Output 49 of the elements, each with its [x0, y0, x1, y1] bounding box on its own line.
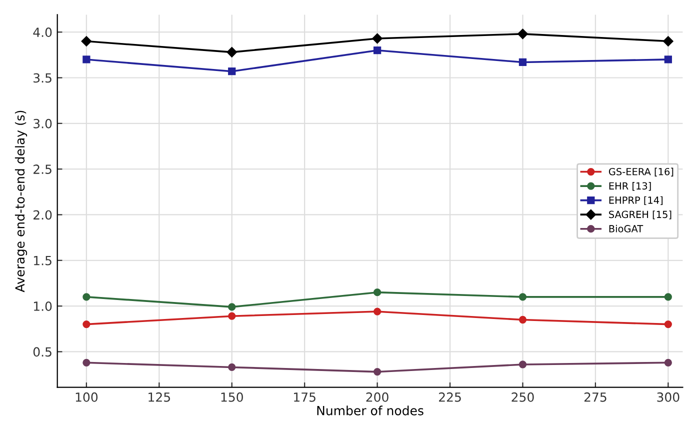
point: [518, 316, 527, 324]
point: [82, 358, 90, 366]
point: [518, 28, 528, 40]
point: [663, 36, 674, 46]
y-tick-label: 4.0: [33, 28, 52, 38]
point: [82, 56, 90, 64]
y-tick-label: 3.5: [34, 73, 52, 83]
legend-label: GS-EERA [16]: [608, 168, 674, 176]
legend-label: EHPRP [14]: [609, 196, 663, 205]
point: [664, 358, 672, 366]
point: [82, 293, 90, 301]
x-tick-label: 300: [657, 392, 680, 402]
point: [226, 47, 237, 58]
y-tick-label: 2.5: [34, 164, 52, 174]
point: [373, 308, 382, 316]
point: [664, 293, 672, 301]
y-tick-label: 3.0: [34, 118, 52, 128]
point: [228, 68, 236, 76]
x-tick-label: 225: [439, 392, 461, 402]
point: [373, 368, 382, 376]
x-tick-label: 175: [294, 392, 316, 402]
x-tick-label: 275: [584, 392, 606, 402]
point: [228, 363, 236, 372]
legend-label: BioGAT: [609, 224, 644, 232]
y-tick-label: 0.5: [33, 347, 52, 357]
y-axis-title: Average end-to-end delay (s): [14, 110, 28, 292]
y-tick-label: 1.0: [34, 302, 52, 311]
legend-label: SAGREH [15]: [609, 210, 672, 220]
point: [372, 33, 382, 44]
point: [373, 288, 382, 296]
y-tick-label: 1.5: [34, 256, 52, 266]
point: [228, 303, 236, 311]
point: [81, 36, 92, 46]
x-axis-title: Number of nodes: [317, 406, 424, 416]
point: [82, 320, 90, 328]
point: [518, 58, 527, 66]
y-tick-label: 2.0: [34, 210, 52, 220]
legend-label: EHR [13]: [609, 182, 651, 191]
x-tick-label: 200: [366, 392, 388, 402]
point: [664, 320, 672, 328]
point: [373, 46, 382, 54]
x-tick-label: 150: [221, 392, 243, 402]
point: [518, 360, 527, 368]
x-tick-label: 250: [512, 392, 534, 402]
point: [228, 312, 236, 320]
x-tick-label: 125: [148, 392, 170, 402]
point: [518, 293, 527, 301]
x-tick-label: 100: [76, 392, 98, 402]
point: [664, 56, 672, 64]
